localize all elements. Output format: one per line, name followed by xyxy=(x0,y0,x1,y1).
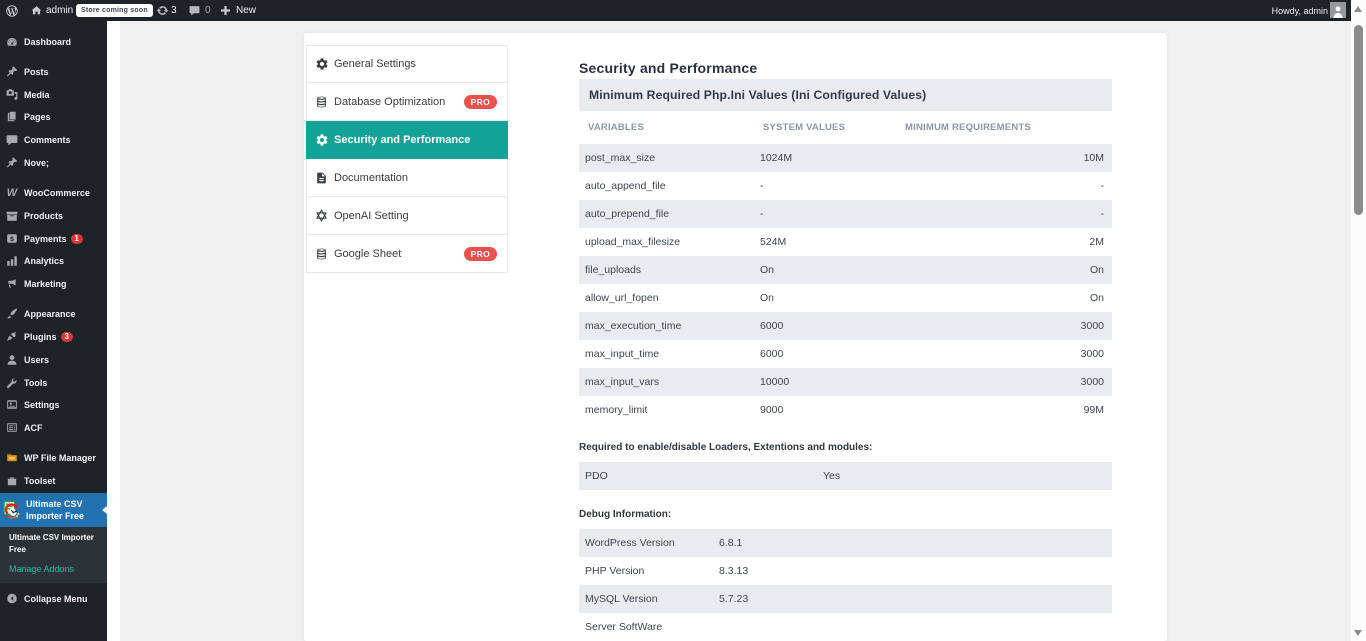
svg-text:$: $ xyxy=(10,236,14,243)
